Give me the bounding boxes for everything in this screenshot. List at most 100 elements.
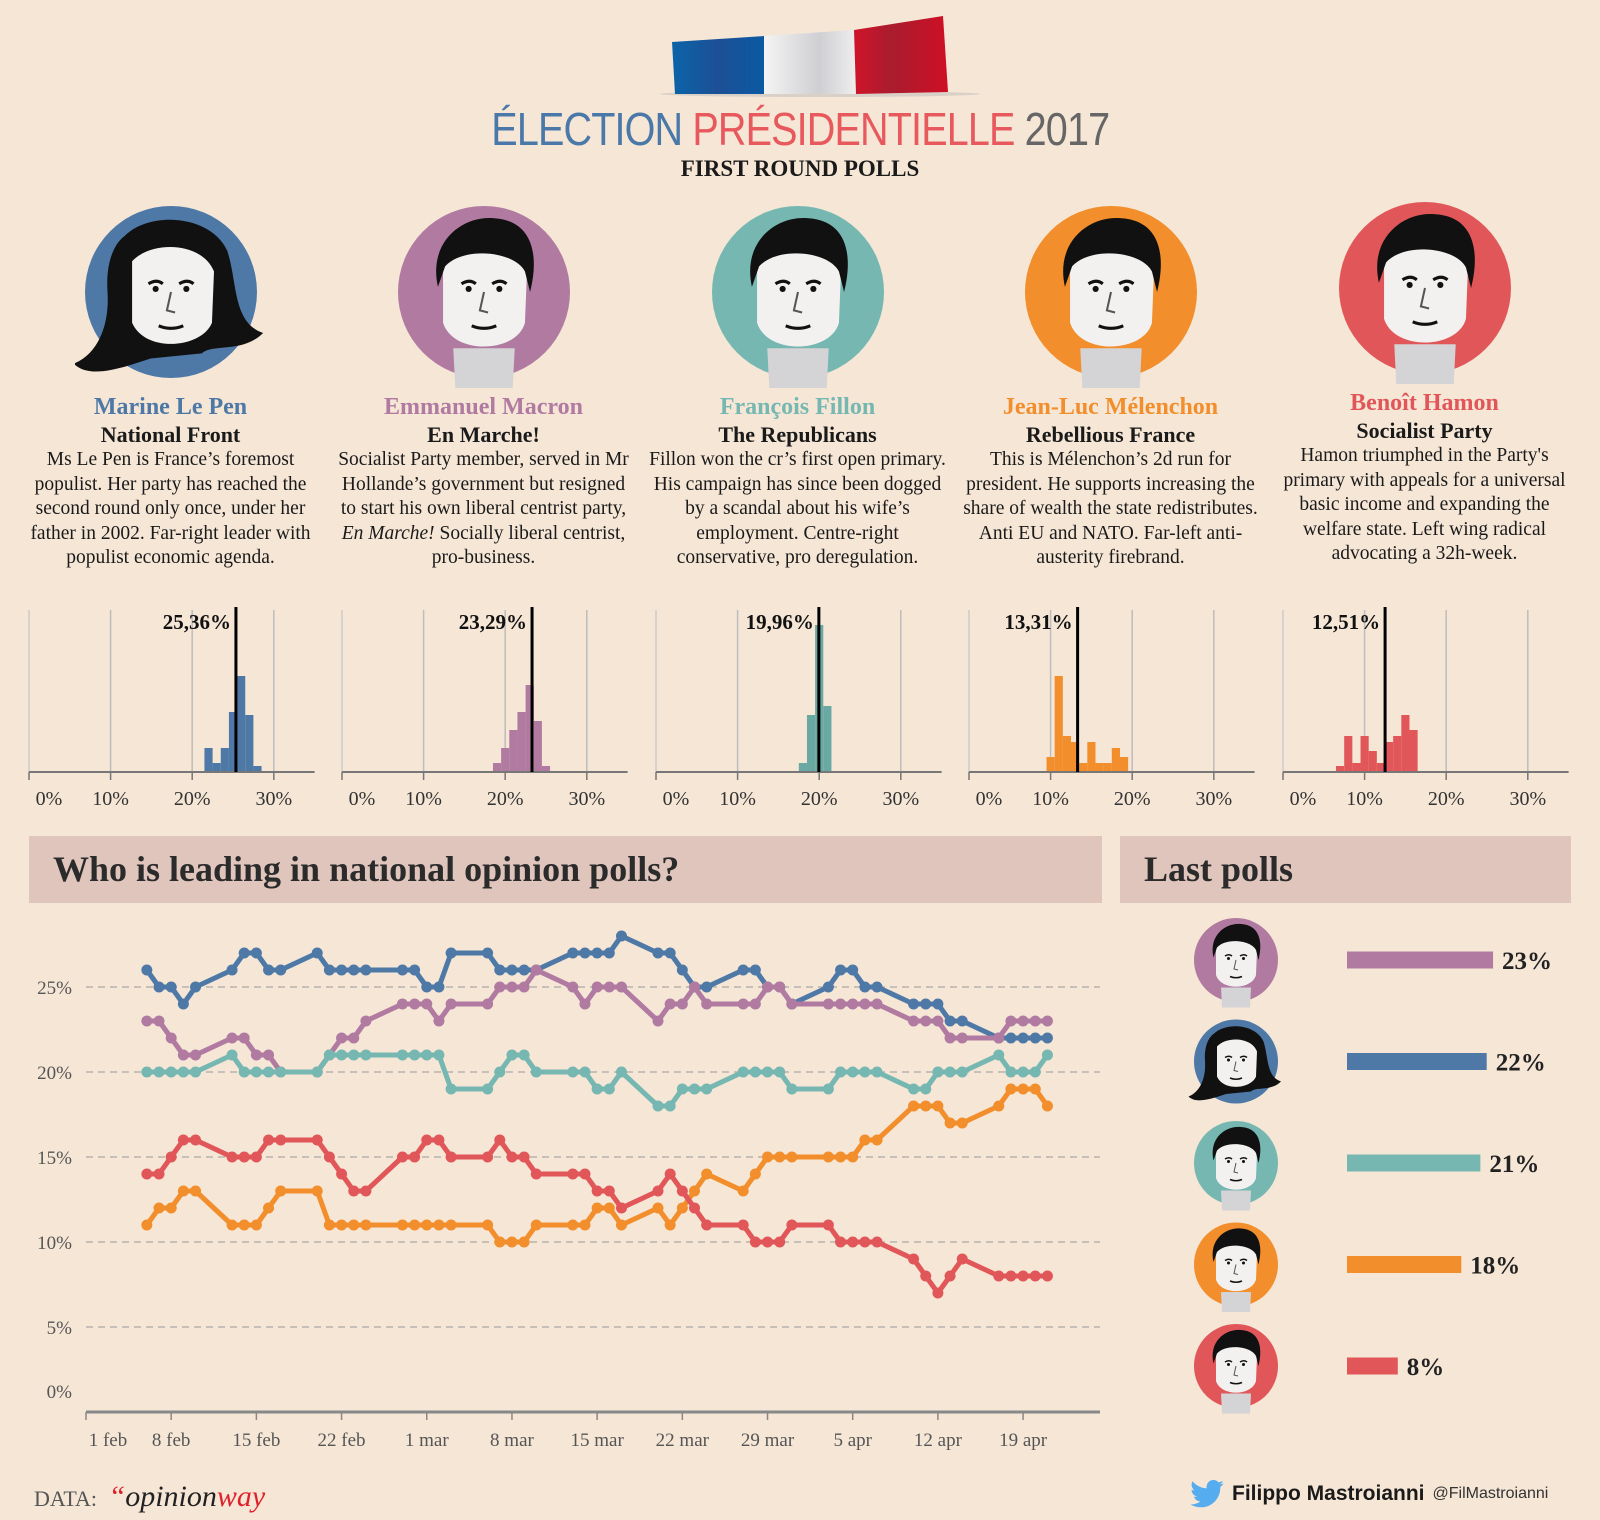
data-point: [433, 1049, 445, 1061]
candidate-description: Ms Le Pen is France’s foremost populist.…: [30, 449, 311, 568]
data-point: [1041, 1100, 1053, 1112]
data-point: [822, 1083, 834, 1095]
series-jean-luc-m-lenchon: [141, 1083, 1053, 1248]
data-point: [676, 964, 688, 976]
data-point: [920, 1015, 932, 1027]
data-point: [944, 1032, 956, 1044]
data-point: [250, 947, 262, 959]
candidate-portrait-small: [1194, 1324, 1278, 1414]
data-point: [615, 981, 627, 993]
last-poll-bar: [1347, 1053, 1487, 1070]
x-tick-label: 19 apr: [999, 1430, 1048, 1451]
data-point: [530, 1219, 542, 1231]
data-point: [676, 1185, 688, 1197]
data-point: [689, 1083, 700, 1095]
histogram-tick-label: 20%: [1428, 788, 1465, 810]
data-point: [664, 1219, 676, 1231]
data-point: [336, 1049, 348, 1061]
data-point: [311, 1066, 323, 1078]
data-point: [275, 1134, 287, 1146]
data-point: [749, 998, 761, 1010]
histogram-bar: [1103, 763, 1112, 772]
candidate-name: Marine Le Pen: [93, 394, 248, 420]
data-point: [506, 981, 518, 993]
data-point: [762, 1236, 774, 1248]
candidate-card: Jean-Luc Mélenchon Rebellious France This …: [954, 200, 1267, 571]
data-point: [822, 998, 834, 1010]
data-point: [591, 947, 603, 959]
candidate-card: Benoît Hamon Socialist Party Hamon triumph…: [1268, 200, 1581, 567]
data-point: [238, 1151, 250, 1163]
trend-section-title: Who is leading in national opinion polls…: [29, 836, 1102, 903]
histogram-bar: [204, 748, 213, 772]
data-point: [165, 1032, 177, 1044]
series-beno-t-hamon: [141, 1134, 1053, 1299]
data-point: [774, 1236, 786, 1248]
data-point: [689, 1185, 700, 1197]
data-point: [835, 1151, 847, 1163]
data-point: [871, 998, 883, 1010]
data-point: [944, 1015, 956, 1027]
histogram-bar: [1368, 751, 1377, 772]
data-point: [859, 1236, 871, 1248]
histogram-bar: [798, 763, 807, 772]
histogram-tick-label: 30%: [1195, 788, 1232, 810]
data-point: [336, 1219, 348, 1231]
data-point: [141, 964, 153, 976]
histogram-bar: [533, 721, 542, 772]
data-point: [506, 1151, 518, 1163]
data-point: [482, 998, 494, 1010]
author-name[interactable]: Filippo Mastroianni: [1232, 1482, 1425, 1505]
data-point: [323, 1049, 335, 1061]
data-point: [165, 1151, 177, 1163]
last-poll-value: 18%: [1470, 1253, 1520, 1280]
histogram-tick-label: 30%: [255, 788, 292, 810]
data-point: [263, 1134, 275, 1146]
data-point: [871, 1066, 883, 1078]
data-point: [652, 1100, 664, 1112]
data-point: [1005, 1032, 1017, 1044]
candidate-card: Emmanuel Macron En Marche! Socialist Party…: [327, 200, 640, 571]
data-point: [701, 981, 713, 993]
data-point: [579, 1168, 591, 1180]
histogram-tick-label: 10%: [1032, 788, 1069, 810]
data-point: [323, 1219, 335, 1231]
data-point: [944, 1117, 956, 1129]
last-poll-value: 22%: [1496, 1050, 1546, 1077]
data-point: [956, 1015, 968, 1027]
data-point: [1041, 1270, 1053, 1282]
last-poll-row: 8%: [1194, 1324, 1444, 1414]
data-point: [177, 1134, 189, 1146]
candidate-portrait-small: [1194, 1222, 1278, 1312]
data-point: [1017, 1032, 1029, 1044]
data-point: [652, 1015, 664, 1027]
data-point: [445, 998, 457, 1010]
histogram-bar: [1062, 736, 1071, 772]
data-point: [859, 1134, 871, 1146]
data-point: [567, 947, 579, 959]
author-handle[interactable]: @FilMastroianni: [1432, 1485, 1549, 1502]
data-point: [615, 1219, 627, 1231]
data-point: [518, 964, 530, 976]
data-point: [822, 1219, 834, 1231]
histogram-tick-label: 10%: [1346, 788, 1383, 810]
data-point: [177, 1066, 189, 1078]
histogram-bar: [228, 712, 238, 772]
data-point: [664, 947, 676, 959]
data-point: [409, 1219, 421, 1231]
data-point: [1017, 1015, 1029, 1027]
data-point: [847, 1151, 859, 1163]
data-point: [956, 1066, 968, 1078]
data-point: [591, 981, 603, 993]
data-point: [190, 1185, 202, 1197]
data-point: [847, 998, 859, 1010]
histogram-3: 0% 10% 20% 30% 19,96%: [655, 607, 942, 810]
data-point: [530, 964, 542, 976]
data-point: [689, 1202, 700, 1214]
data-point: [920, 1100, 932, 1112]
data-point: [190, 1134, 202, 1146]
data-point: [762, 1066, 774, 1078]
candidate-description: Hamon triumphed in the Party's primary w…: [1283, 445, 1566, 564]
data-point: [263, 1049, 275, 1061]
description-desc-post: Socially liberal centrist, pro-business.: [431, 522, 626, 569]
